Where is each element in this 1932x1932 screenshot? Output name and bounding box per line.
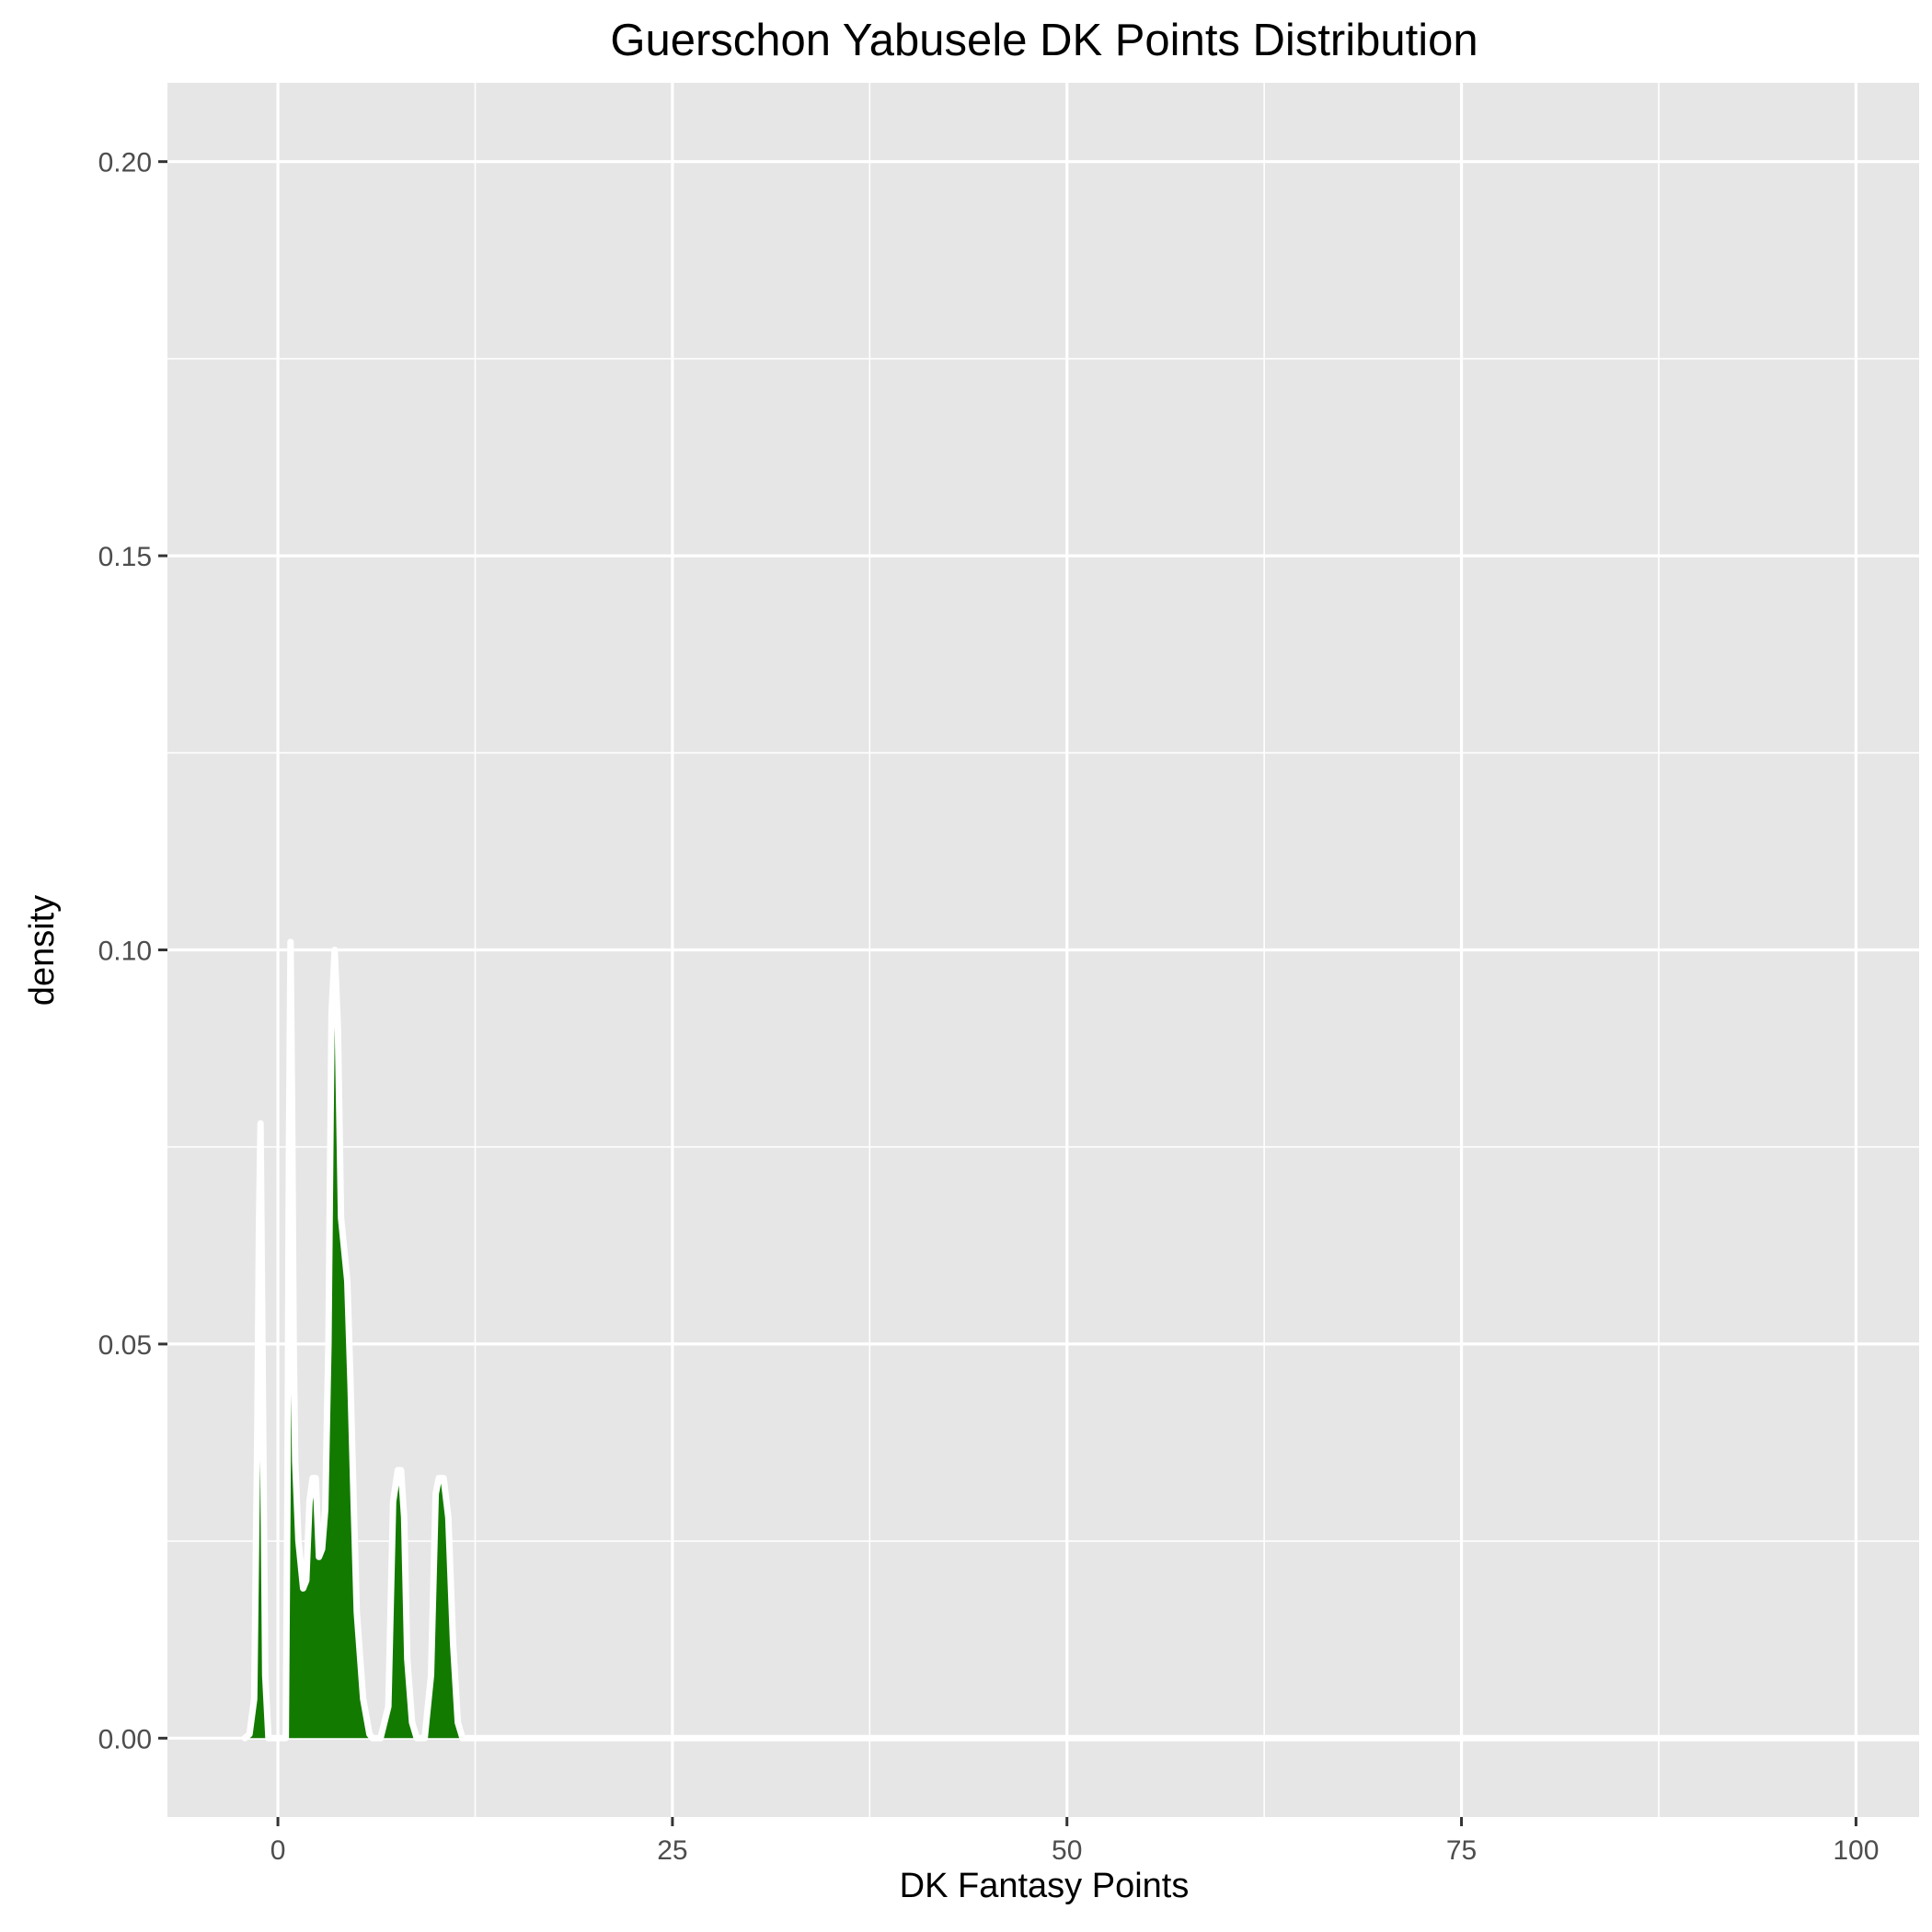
x-tick-label: 0	[270, 1835, 286, 1866]
y-tick-label: 0.10	[98, 937, 152, 967]
x-tick-label: 100	[1833, 1835, 1879, 1866]
y-tick-label: 0.05	[98, 1330, 152, 1361]
y-axis: 0.00 0.05 0.10 0.15 0.20	[98, 148, 167, 1754]
x-tick-label: 50	[1052, 1835, 1082, 1866]
y-tick-label: 0.20	[98, 148, 152, 178]
chart-title: Guerschon Yabusele DK Points Distributio…	[610, 16, 1478, 65]
y-axis-title: density	[23, 895, 62, 1006]
density-series	[241, 938, 1923, 1742]
x-tick-label: 25	[657, 1835, 687, 1866]
y-tick-label: 0.15	[98, 542, 152, 572]
x-axis-title: DK Fantasy Points	[900, 1867, 1190, 1905]
x-axis: 0 25 50 75 100	[270, 1817, 1879, 1866]
x-tick-label: 75	[1446, 1835, 1477, 1866]
density-outline	[241, 938, 1923, 1742]
y-tick-label: 0.00	[98, 1724, 152, 1754]
